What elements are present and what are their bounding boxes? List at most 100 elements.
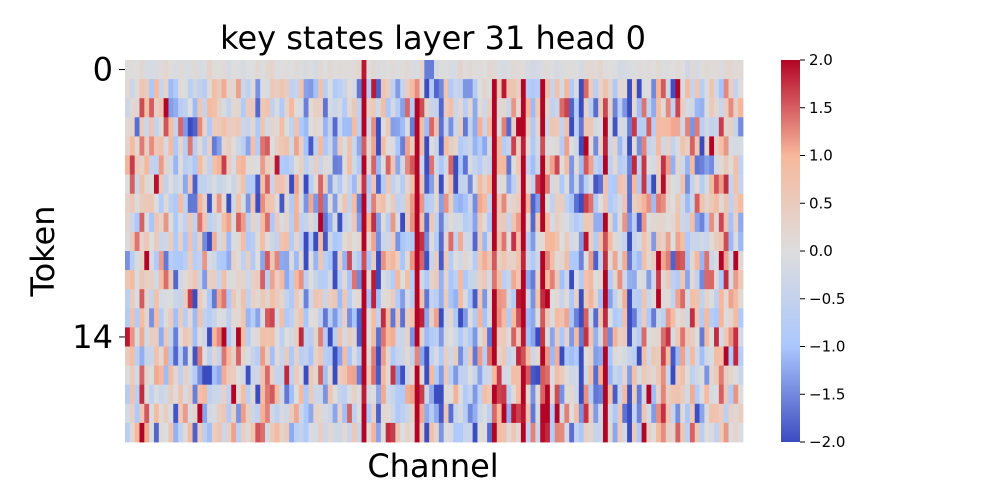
heatmap-cell [236,289,242,309]
heatmap-cell [182,60,189,80]
heatmap-cell [564,155,570,175]
heatmap-cell [448,212,454,233]
heatmap-cell [554,60,560,80]
heatmap-cell [714,231,720,252]
heatmap-cell [685,384,691,405]
heatmap-cell [134,327,140,347]
heatmap-cell [598,117,604,137]
heatmap-cell [559,231,565,252]
heatmap-cell [337,251,343,271]
heatmap-cell [269,212,276,233]
heatmap-cell [627,327,633,347]
heatmap-cell [641,365,647,386]
heatmap-cell [395,289,401,309]
heatmap-cell [308,270,314,290]
heatmap-cell [414,155,420,175]
colorbar-tick-label: −1.5 [809,385,845,403]
heatmap-cell [738,270,744,290]
heatmap-cell [675,308,681,328]
heatmap-cell [255,270,261,290]
heatmap-cell [578,270,585,290]
heatmap-cell [125,422,131,443]
heatmap-cell [438,231,445,252]
heatmap-cell [496,365,502,386]
heatmap-cell [139,346,145,366]
heatmap-cell [718,136,725,156]
heatmap-cell [675,327,681,347]
heatmap-cell [390,346,396,366]
heatmap-cell [675,422,681,443]
heatmap-cell [293,289,300,309]
heatmap-cell [545,231,551,252]
heatmap-cell [622,117,628,137]
colorbar-tick-label: −0.5 [809,290,845,308]
heatmap-cell [265,308,271,328]
heatmap-cell [718,384,725,405]
heatmap-cell [139,155,145,175]
heatmap-cell [245,231,251,252]
heatmap-cell [675,79,681,99]
heatmap-cell [462,308,469,328]
heatmap-cell [443,327,449,347]
heatmap-cell [337,117,343,137]
heatmap-cell [409,384,416,405]
heatmap-cell [255,308,261,328]
heatmap-cell [182,98,189,118]
heatmap-cell [313,174,319,195]
heatmap-cell [414,212,420,233]
heatmap-cell [390,98,396,118]
heatmap-cell [380,79,387,99]
heatmap-cell [443,422,449,443]
heatmap-cell [685,403,691,424]
heatmap-cell [467,251,474,271]
heatmap-cell [380,308,387,328]
heatmap-cell [699,270,705,290]
heatmap-cell [516,308,522,328]
heatmap-cell [593,174,599,195]
heatmap-cell [689,60,696,80]
heatmap-cell [540,346,546,366]
heatmap-cell [646,98,652,118]
heatmap-cell [680,60,686,80]
heatmap-cell [351,60,358,80]
heatmap-cell [496,289,502,309]
heatmap-cell [467,98,474,118]
heatmap-cell [549,231,556,252]
heatmap-cell [675,136,681,156]
heatmap-cell [182,365,189,386]
heatmap-cell [313,251,319,271]
heatmap-cell [129,98,136,118]
heatmap-cell [221,270,227,290]
heatmap-cell [125,193,131,214]
heatmap-cell [125,251,131,271]
heatmap-cell [395,155,401,175]
heatmap-cell [129,60,136,80]
heatmap-cell [612,174,618,195]
heatmap-cell [240,174,247,195]
heatmap-cell [564,251,570,271]
heatmap-cell [351,193,358,214]
heatmap-cell [680,270,686,290]
heatmap-cell [714,174,720,195]
heatmap-cell [520,327,527,347]
heatmap-cell [168,289,174,309]
heatmap-cell [660,384,667,405]
heatmap-cell [458,174,464,195]
heatmap-cell [438,289,445,309]
heatmap-cell [728,403,734,424]
heatmap-cell [694,231,700,252]
heatmap-cell [627,403,633,424]
heatmap-cell [129,422,136,443]
heatmap-cell [651,308,657,328]
heatmap-cell [173,79,179,99]
heatmap-cell [569,98,575,118]
heatmap-cell [274,327,280,347]
heatmap-cell [564,289,570,309]
heatmap-cell [685,193,691,214]
heatmap-cell [631,212,638,233]
heatmap-cell [207,60,213,80]
heatmap-cell [506,79,512,99]
heatmap-cell [718,117,725,137]
heatmap-cell [472,79,478,99]
heatmap-cell [289,403,295,424]
